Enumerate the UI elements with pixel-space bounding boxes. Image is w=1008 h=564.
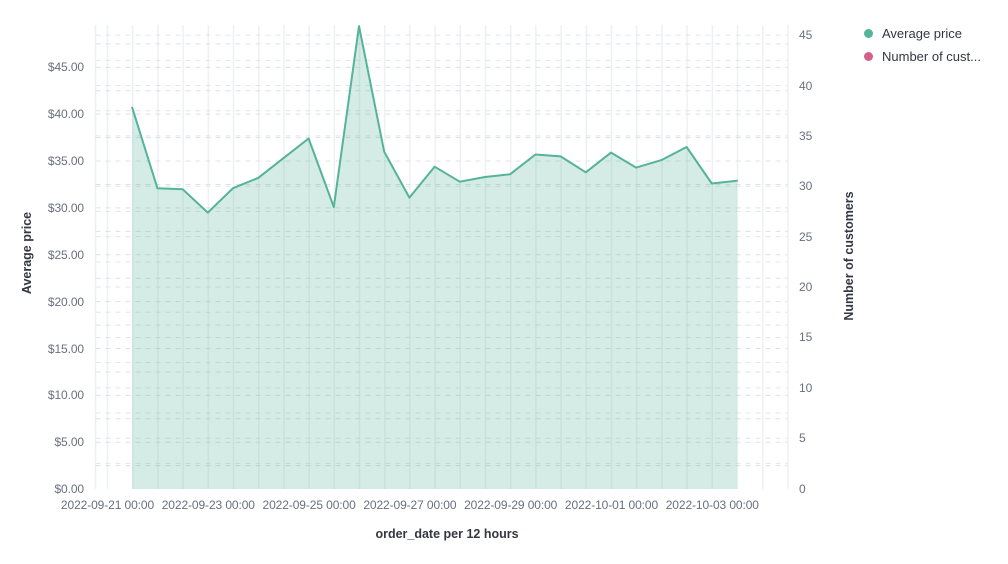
y-left-tick-label: $20.00: [47, 294, 84, 309]
legend: Average price Number of cust...: [860, 22, 981, 68]
y-left-tick-label: $10.00: [47, 388, 84, 403]
y-left-tick-label: $0.00: [54, 482, 84, 497]
y-right-tick-label: 35: [799, 128, 813, 143]
y-left-tick-label: $25.00: [47, 247, 84, 262]
y-right-tick-label: 10: [799, 380, 813, 395]
x-tick-label: 2022-10-01 00:00: [564, 498, 659, 512]
y-right-tick-label: 45: [799, 28, 813, 43]
y-axis-left-title: Average price: [20, 211, 34, 295]
legend-item[interactable]: Average price: [860, 22, 981, 45]
legend-dot-icon: [864, 52, 873, 61]
y-left-tick-label: $45.00: [47, 60, 84, 75]
x-tick-label: 2022-09-29 00:00: [464, 498, 558, 512]
y-right-tick-label: 5: [799, 431, 806, 446]
y-axis-right-title: Number of customers: [842, 191, 856, 321]
y-right-tick-label: 30: [799, 179, 813, 194]
x-tick-label: 2022-09-23 00:00: [161, 498, 255, 512]
average-price-line: [131, 25, 738, 214]
y-left-tick-label: $5.00: [54, 435, 84, 450]
legend-item-label: Number of cust...: [882, 49, 981, 64]
average-price-area: [132, 26, 737, 489]
x-tick-label: 2022-09-21 00:00: [60, 498, 155, 512]
y-left-tick-label: $40.00: [47, 107, 84, 122]
x-axis-title: order_date per 12 hours: [375, 527, 519, 541]
y-right-tick-label: 15: [799, 330, 813, 345]
y-left-tick-label: $15.00: [47, 341, 84, 356]
legend-item[interactable]: Number of cust...: [860, 45, 981, 68]
x-tick-label: 2022-10-03 00:00: [665, 498, 759, 512]
y-left-tick-label: $35.00: [47, 154, 84, 169]
y-right-tick-label: 0: [799, 481, 806, 496]
y-left-tick-label: $30.00: [47, 200, 84, 215]
y-right-tick-label: 25: [799, 229, 813, 244]
x-tick-label: 2022-09-27 00:00: [363, 498, 457, 512]
legend-dot-icon: [864, 29, 873, 38]
x-tick-label: 2022-09-25 00:00: [262, 498, 356, 512]
legend-item-label: Average price: [882, 26, 962, 41]
y-right-tick-label: 20: [799, 280, 813, 295]
y-right-tick-label: 40: [799, 78, 813, 93]
